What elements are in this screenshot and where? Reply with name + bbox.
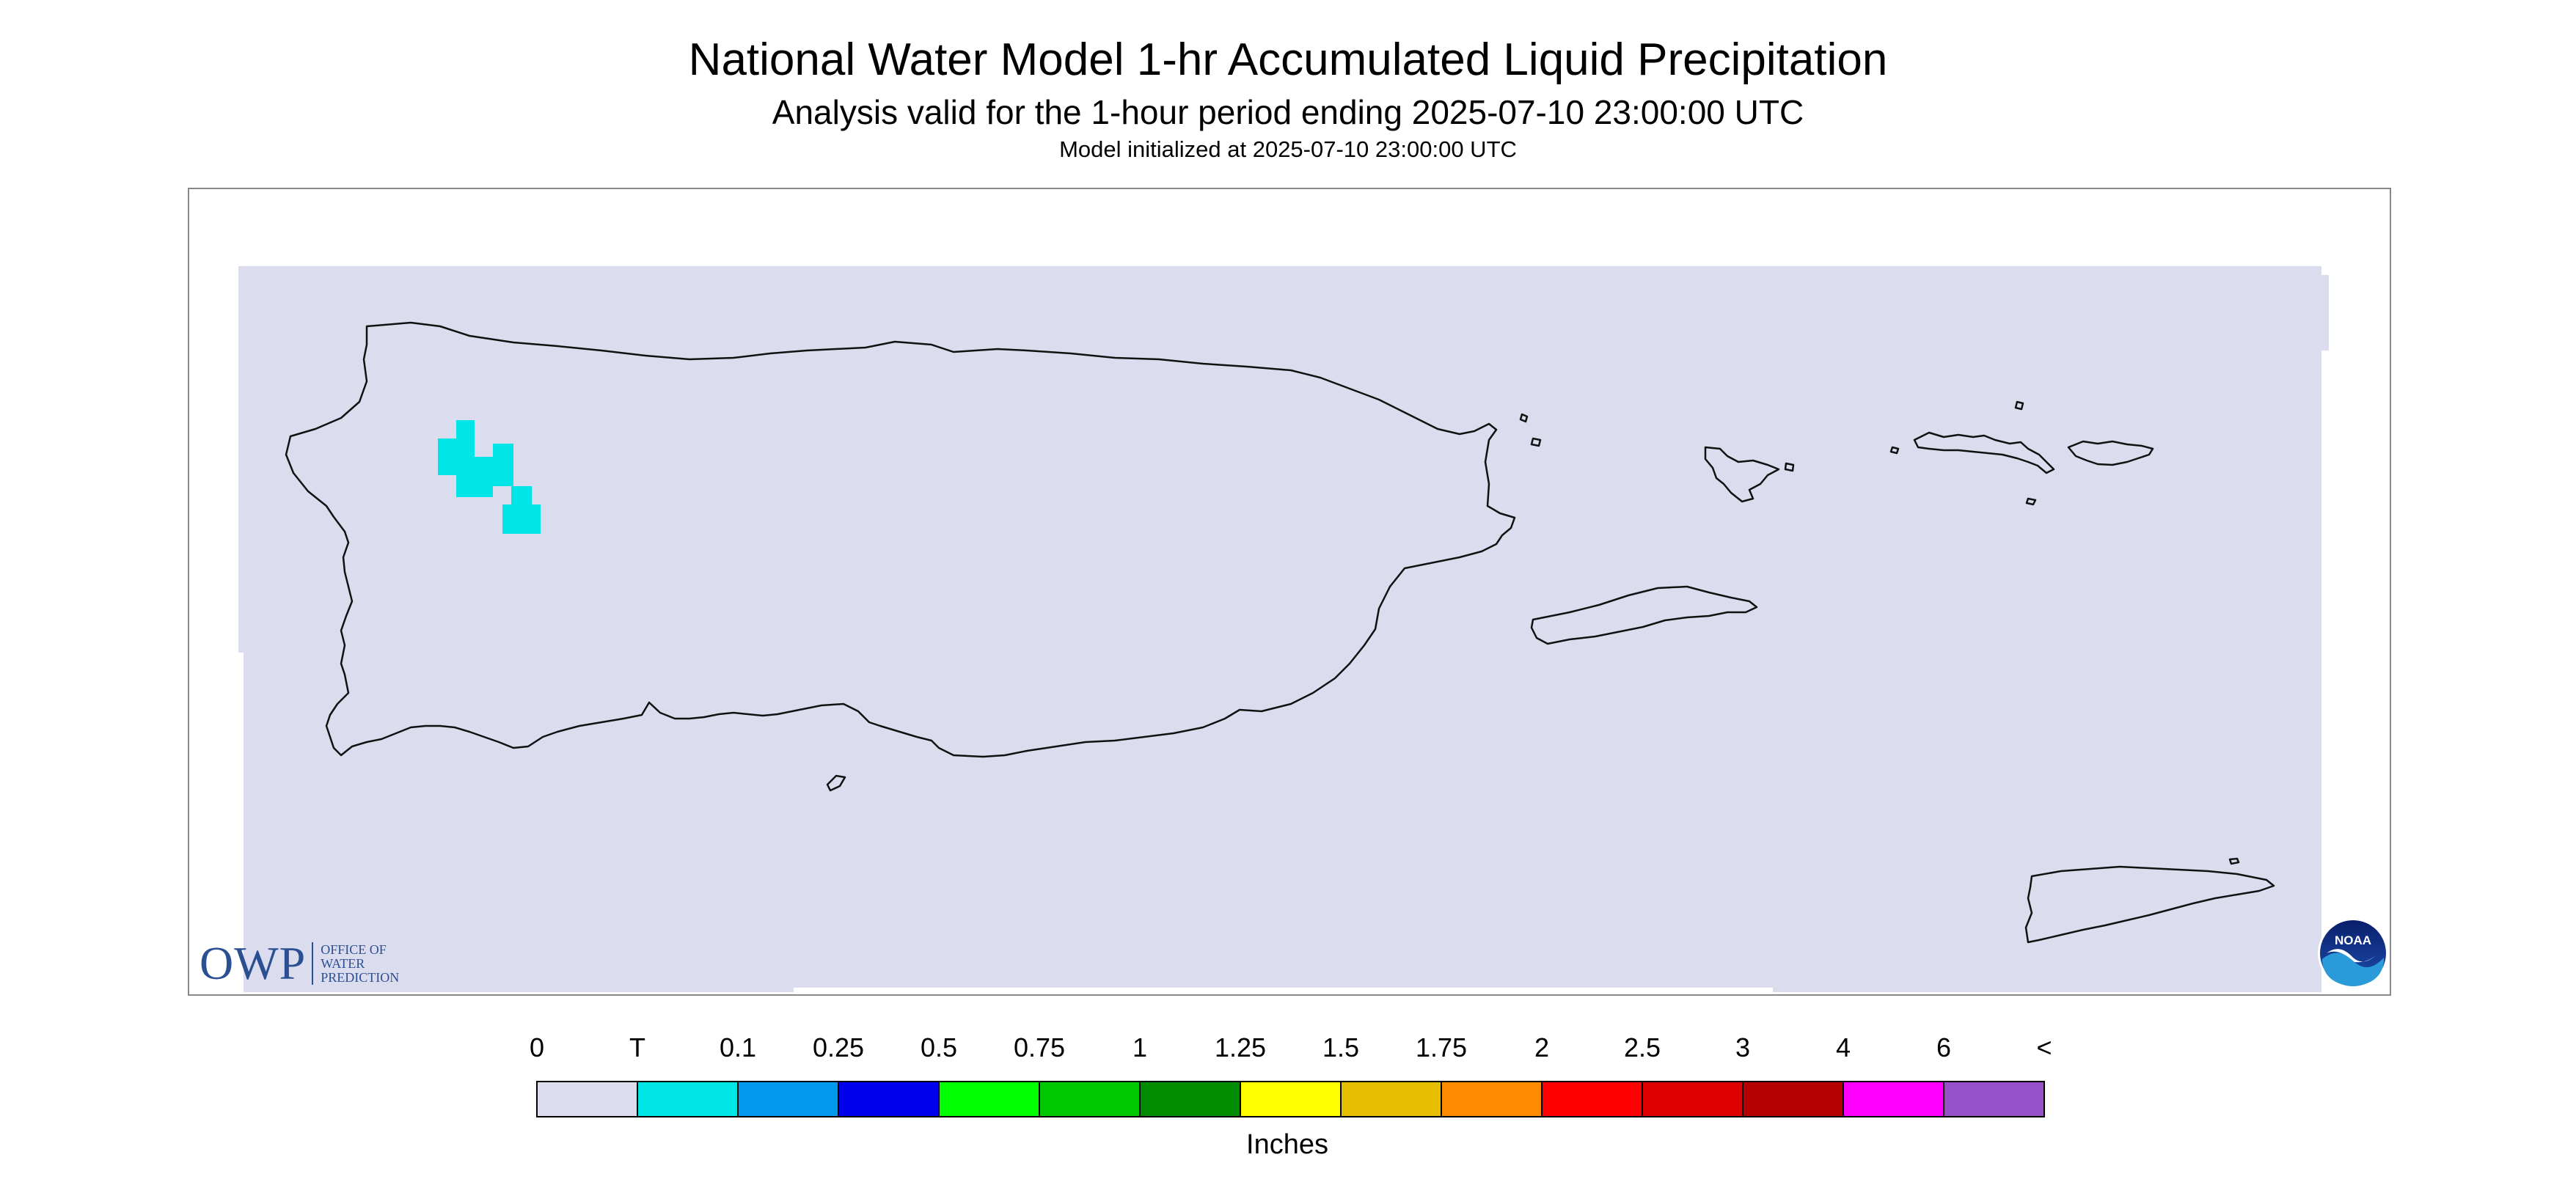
map-subtitle: Analysis valid for the 1-hour period end… [772, 93, 1804, 131]
legend-swatch [1340, 1081, 1442, 1117]
map-title: National Water Model 1-hr Accumulated Li… [688, 34, 1888, 85]
legend-tick-label: 2 [1534, 1032, 1550, 1062]
owp-logo: OWP OFFICE OF WATER PREDICTION [200, 940, 399, 987]
legend-swatch [1441, 1081, 1543, 1117]
legend-tick-label: < [2036, 1032, 2052, 1062]
legend-tick-label: 1.75 [1415, 1032, 1468, 1062]
legend-units-label: Inches [1246, 1129, 1328, 1160]
legend-tick-label: 0 [529, 1032, 545, 1062]
legend-tick-label: 3 [1735, 1032, 1751, 1062]
mona-island-coastline [826, 774, 846, 792]
legend-tick-label: 0.75 [1013, 1032, 1066, 1062]
legend-swatch [1541, 1081, 1643, 1117]
legend-tick-label: 0.1 [719, 1032, 757, 1062]
noaa-logo-text: NOAA [2335, 933, 2371, 947]
vieques-coastline [1530, 585, 1758, 645]
legend-swatch [1742, 1081, 1844, 1117]
legend-tick-label: 4 [1835, 1032, 1851, 1062]
st-thomas-coastline [1913, 431, 2055, 474]
analysis-domain [238, 266, 2329, 992]
small-island-1 [1519, 413, 1529, 423]
puerto-rico-coastline [285, 321, 1516, 758]
legend-swatch [1240, 1081, 1342, 1117]
legend-tick-label: 2.5 [1623, 1032, 1661, 1062]
legend-swatch [1843, 1081, 1944, 1117]
st-john-coastline [2067, 440, 2154, 466]
small-island-5 [2014, 400, 2024, 411]
legend-tick-label: 6 [1936, 1032, 1952, 1062]
legend-swatch [536, 1081, 638, 1117]
legend-swatch [1943, 1081, 2045, 1117]
owp-line-1: OFFICE OF [321, 941, 387, 957]
legend-swatch [938, 1081, 1040, 1117]
precip-cells [438, 420, 541, 534]
legend-swatch [1139, 1081, 1241, 1117]
culebra-coastline [1704, 446, 1780, 503]
legend-swatch [1039, 1081, 1141, 1117]
owp-divider [312, 942, 314, 985]
legend-tick-label: 0.5 [920, 1032, 958, 1062]
small-island-3 [1784, 462, 1795, 472]
legend-tick-label: 1 [1132, 1032, 1148, 1062]
owp-text-block: OFFICE OF WATER PREDICTION [321, 941, 400, 985]
small-island-2 [1530, 437, 1542, 447]
small-island-6 [2025, 497, 2037, 506]
legend-color-bar [536, 1081, 2045, 1117]
st-croix-coastline [2024, 865, 2275, 944]
small-island-4 [1889, 446, 1900, 455]
small-island-7 [2228, 857, 2240, 865]
noaa-logo: NOAA [2318, 918, 2388, 988]
legend-tick-label: 0.25 [812, 1032, 865, 1062]
legend-tick-label: 1.25 [1214, 1032, 1267, 1062]
legend-tick-label: 1.5 [1322, 1032, 1360, 1062]
legend-swatch [838, 1081, 940, 1117]
owp-line-3: PREDICTION [321, 969, 400, 985]
legend-swatch [637, 1081, 739, 1117]
owp-line-2: WATER [321, 955, 365, 971]
coastlines [285, 321, 2275, 944]
legend-swatch [1642, 1081, 1743, 1117]
legend-tick-label: T [629, 1032, 645, 1062]
owp-wordmark: OWP [200, 937, 307, 989]
legend-swatch [737, 1081, 839, 1117]
model-init-text: Model initialized at 2025-07-10 23:00:00… [1059, 136, 1517, 162]
